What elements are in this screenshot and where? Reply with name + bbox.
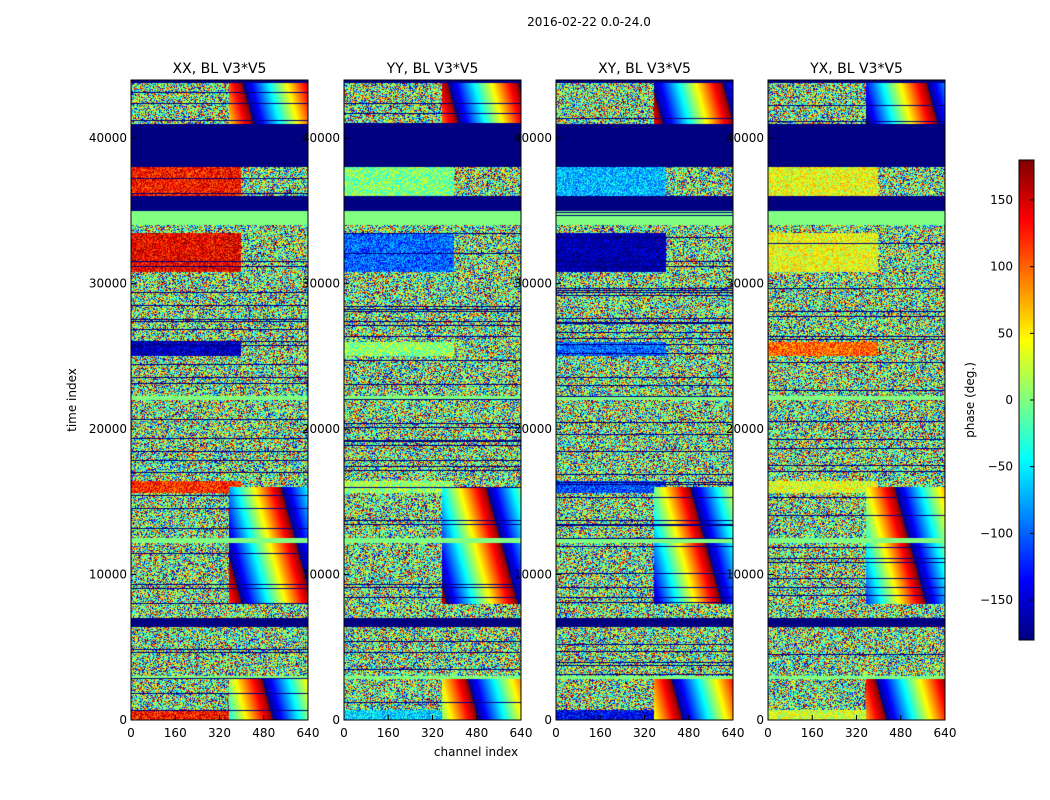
y-tick-label: 40000 <box>89 131 127 145</box>
heatmap-image <box>768 80 945 720</box>
colorbar-tick-label: 100 <box>990 260 1013 274</box>
x-tick-label: 480 <box>677 726 700 740</box>
y-tick-label: 10000 <box>302 568 340 582</box>
y-tick-label: 40000 <box>302 131 340 145</box>
y-tick-label: 30000 <box>302 277 340 291</box>
heatmap-image <box>131 80 308 720</box>
x-tick-label: 160 <box>164 726 187 740</box>
y-tick-label: 0 <box>756 713 764 727</box>
x-axis-label: channel index <box>434 745 518 759</box>
colorbar-tick-label: 50 <box>998 326 1013 340</box>
y-tick-label: 10000 <box>89 568 127 582</box>
x-tick-label: 0 <box>340 726 348 740</box>
heatmap-panel: YY, BL V3*V5 0 160 320 480 640 0 10000 20000 3000… <box>302 61 533 740</box>
y-tick-label: 10000 <box>726 568 764 582</box>
figure-suptitle: 2016-02-22 0.0-24.0 <box>527 15 651 29</box>
y-axis-label: time index <box>65 368 79 432</box>
x-tick-label: 160 <box>801 726 824 740</box>
y-tick-label: 30000 <box>514 277 552 291</box>
heatmap-panels: XX, BL V3*V5 0 160 320 480 640 0 10000 20000 3000… <box>89 61 957 740</box>
x-tick-label: 160 <box>589 726 612 740</box>
x-tick-label: 320 <box>208 726 231 740</box>
heatmap-panel: XX, BL V3*V5 0 160 320 480 640 0 10000 20000 3000… <box>89 61 320 740</box>
y-tick-label: 20000 <box>89 422 127 436</box>
colorbar-label: phase (deg.) <box>963 362 977 438</box>
y-tick-label: 0 <box>119 713 127 727</box>
x-tick-label: 640 <box>297 726 320 740</box>
x-tick-label: 640 <box>934 726 957 740</box>
heatmap-panel: XY, BL V3*V5 0 160 320 480 640 0 10000 20000 3000… <box>514 61 745 740</box>
x-tick-label: 640 <box>722 726 745 740</box>
panel-title: XX, BL V3*V5 <box>173 61 267 77</box>
y-tick-label: 30000 <box>726 277 764 291</box>
colorbar-tick-label: 150 <box>990 193 1013 207</box>
y-tick-label: 20000 <box>726 422 764 436</box>
x-tick-label: 640 <box>510 726 533 740</box>
panel-title: YY, BL V3*V5 <box>386 61 479 77</box>
x-tick-label: 320 <box>845 726 868 740</box>
x-tick-label: 320 <box>421 726 444 740</box>
colorbar-tick-label: −100 <box>980 526 1013 540</box>
colorbar-gradient <box>1019 160 1034 640</box>
heatmap-image <box>344 80 521 720</box>
heatmap-image <box>556 80 733 720</box>
y-tick-label: 20000 <box>302 422 340 436</box>
colorbar-tick-label: 0 <box>1005 393 1013 407</box>
x-tick-label: 0 <box>764 726 772 740</box>
x-tick-label: 0 <box>552 726 560 740</box>
x-tick-label: 480 <box>465 726 488 740</box>
colorbar-tick-label: −150 <box>980 593 1013 607</box>
heatmap-panel: YX, BL V3*V5 0 160 320 480 640 0 10000 20000 3000… <box>726 61 957 740</box>
panel-title: YX, BL V3*V5 <box>809 61 903 77</box>
x-tick-label: 0 <box>127 726 135 740</box>
y-tick-label: 30000 <box>89 277 127 291</box>
panel-title: XY, BL V3*V5 <box>598 61 691 77</box>
y-tick-label: 20000 <box>514 422 552 436</box>
y-tick-label: 40000 <box>514 131 552 145</box>
y-tick-label: 10000 <box>514 568 552 582</box>
colorbar-tick-label: −50 <box>988 460 1013 474</box>
y-tick-label: 0 <box>332 713 340 727</box>
x-tick-label: 480 <box>252 726 275 740</box>
y-tick-label: 0 <box>544 713 552 727</box>
colorbar: −150 −100 −50 0 50 100 150 phase (deg.) <box>963 159 1035 641</box>
x-tick-label: 160 <box>377 726 400 740</box>
x-tick-label: 320 <box>633 726 656 740</box>
x-tick-label: 480 <box>889 726 912 740</box>
y-tick-label: 40000 <box>726 131 764 145</box>
